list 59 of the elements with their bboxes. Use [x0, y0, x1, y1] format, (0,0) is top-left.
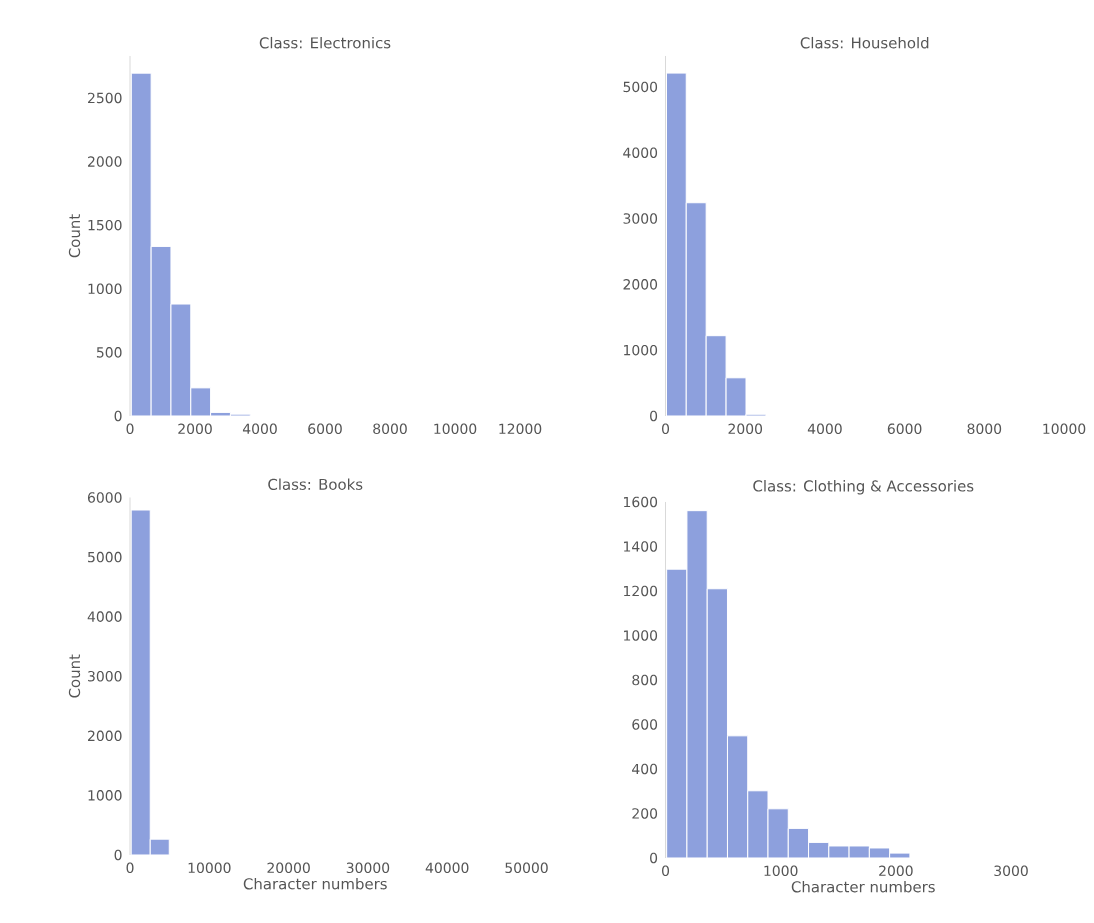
x-tick-label: 3000 [994, 865, 1028, 877]
y-tick-label: 600 [632, 719, 658, 730]
x-tick-label: 2000 [728, 423, 763, 435]
y-tick-label: 6000 [87, 492, 122, 503]
x-tick-label: 0 [662, 865, 670, 877]
y-tick-label: 4000 [87, 611, 122, 622]
chart-title: Class: Books [268, 478, 363, 490]
x-tick-label: 10000 [188, 862, 231, 874]
x-tick-label: 12000 [499, 423, 542, 435]
y-tick-label: 0 [650, 410, 658, 422]
x-tick-label: 10000 [1043, 423, 1086, 435]
x-tick-label: 2000 [879, 865, 913, 877]
y-tick-label: 0 [114, 849, 122, 861]
y-tick-label: 2500 [88, 92, 122, 104]
x-axis-title: Character numbers [791, 880, 935, 893]
x-tick-label: 50000 [505, 862, 548, 874]
y-tick-label: 1600 [624, 496, 658, 508]
x-tick-label: 6000 [887, 423, 922, 435]
y-tick-label: 1200 [624, 585, 658, 597]
y-tick-label: 500 [96, 347, 122, 358]
y-tick-label: 3000 [88, 670, 122, 682]
x-tick-label: 8000 [967, 423, 1002, 435]
y-tick-label: 4000 [623, 147, 658, 159]
y-tick-label: 0 [650, 852, 658, 864]
x-tick-label: 1000 [764, 865, 798, 877]
y-axis-title: Count [68, 654, 81, 698]
x-tick-label: 6000 [308, 423, 342, 435]
y-tick-label: 3000 [623, 213, 658, 224]
y-tick-label: 1400 [624, 541, 658, 552]
y-tick-label: 1500 [88, 219, 122, 231]
y-tick-label: 5000 [88, 551, 122, 563]
y-tick-label: 2000 [88, 156, 122, 167]
y-tick-label: 2000 [623, 279, 658, 290]
x-tick-label: 8000 [373, 423, 407, 435]
x-tick-label: 4000 [807, 423, 842, 435]
x-tick-label: 0 [662, 423, 670, 435]
x-tick-label: 10000 [434, 423, 477, 435]
x-tick-label: 30000 [346, 862, 390, 874]
chart-title: Class: Household [800, 36, 929, 49]
x-tick-label: 40000 [425, 862, 469, 874]
chart-title: Class: Electronics [259, 36, 391, 49]
x-tick-label: 2000 [178, 423, 212, 435]
chart-title: Class: Clothing & Accessories [753, 480, 974, 495]
y-tick-label: 1000 [88, 790, 122, 801]
x-axis-title: Character numbers [243, 877, 387, 890]
x-tick-label: 0 [126, 862, 134, 874]
y-axis-title: Count [68, 214, 81, 258]
y-tick-label: 1000 [88, 283, 122, 295]
y-tick-label: 800 [632, 674, 658, 686]
y-tick-label: 400 [632, 763, 658, 775]
y-tick-label: 1000 [624, 630, 658, 641]
y-tick-label: 1000 [624, 344, 658, 356]
y-tick-label: 0 [114, 410, 122, 422]
x-tick-label: 20000 [267, 862, 310, 874]
y-tick-label: 200 [632, 808, 658, 819]
y-tick-label: 5000 [623, 81, 658, 93]
x-tick-label: 0 [126, 423, 134, 435]
x-tick-label: 4000 [242, 423, 277, 435]
y-tick-label: 2000 [88, 730, 122, 742]
